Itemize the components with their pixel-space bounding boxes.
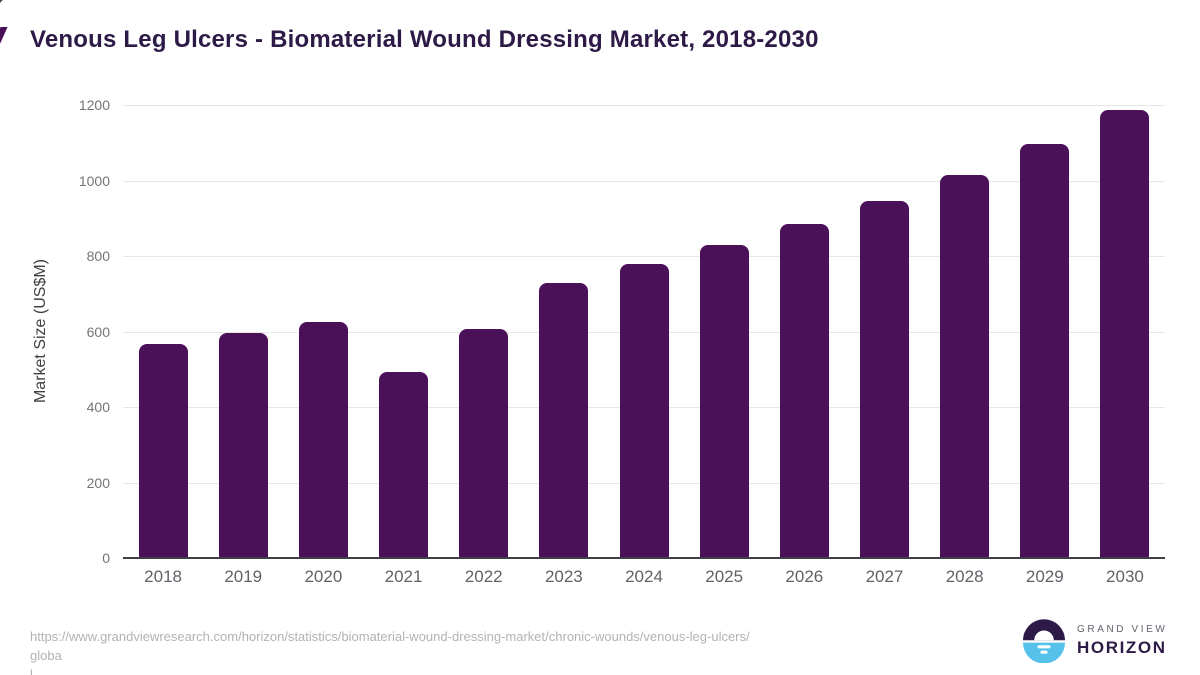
bar-slot bbox=[524, 105, 604, 558]
bar-2022 bbox=[459, 328, 509, 558]
logo-product-name: HORIZON bbox=[1077, 638, 1167, 657]
horizon-logo-icon bbox=[1023, 619, 1065, 663]
x-tick-label: 2025 bbox=[705, 567, 744, 586]
bar-slot bbox=[283, 105, 363, 558]
bar-2021 bbox=[379, 371, 429, 558]
screenshot-corner-artifact bbox=[0, 0, 9, 9]
y-tick-label: 400 bbox=[86, 399, 110, 415]
bar-2027 bbox=[859, 200, 909, 558]
source-url-line: https://www.grandviewresearch.com/horizo… bbox=[30, 629, 750, 663]
x-tick-label: 2030 bbox=[1106, 567, 1144, 586]
bar-2018 bbox=[138, 343, 188, 558]
bar-2028 bbox=[940, 174, 990, 558]
bar-slot bbox=[363, 105, 443, 558]
bar-slot bbox=[684, 105, 764, 558]
bar-slot bbox=[444, 105, 524, 558]
bar-2029 bbox=[1020, 144, 1070, 558]
x-tick-label: 2027 bbox=[865, 567, 904, 586]
bar-slot bbox=[123, 105, 203, 558]
bar-slot bbox=[604, 105, 684, 558]
y-tick-label: 200 bbox=[86, 474, 110, 491]
x-tick-label: 2018 bbox=[144, 567, 182, 586]
bar-2024 bbox=[619, 264, 669, 558]
x-axis-line bbox=[123, 557, 1165, 559]
bar-2019 bbox=[218, 333, 268, 558]
bar-2023 bbox=[539, 282, 589, 558]
gridline bbox=[123, 105, 1165, 106]
bar-slot bbox=[764, 105, 844, 558]
bar-slot bbox=[1085, 105, 1165, 558]
x-tick-label: 2020 bbox=[304, 567, 343, 586]
x-tick-labels: 2018 2019 2020 2021 2022 2023 2024 2025 2026 2027… bbox=[123, 567, 1165, 587]
y-tick-label: 1200 bbox=[78, 97, 110, 113]
bar-2030 bbox=[1100, 110, 1150, 558]
y-tick-label: 0 bbox=[102, 550, 110, 566]
x-tick-label: 2022 bbox=[464, 567, 503, 586]
screenshot-edge-artifact bbox=[0, 27, 8, 43]
bar-2020 bbox=[298, 322, 348, 558]
y-tick-label: 800 bbox=[86, 248, 110, 264]
bar-slot bbox=[1005, 105, 1085, 558]
source-url: https://www.grandviewresearch.com/horizo… bbox=[30, 627, 750, 675]
bar-slot bbox=[925, 105, 1005, 558]
page-title: Venous Leg Ulcers - Biomaterial Wound Dr… bbox=[30, 26, 819, 53]
x-tick-label: 2029 bbox=[1025, 567, 1064, 586]
y-tick-label: 600 bbox=[86, 323, 110, 340]
bar-2026 bbox=[779, 224, 829, 558]
gridline bbox=[123, 256, 1165, 257]
brand-logo: GRAND VIEW HORIZON bbox=[1022, 619, 1167, 663]
x-tick-label: 2023 bbox=[544, 567, 583, 586]
x-tick-label: 2021 bbox=[384, 567, 423, 586]
bar-series bbox=[123, 105, 1165, 558]
plot-area: 0 200 400 600 800 1000 1200 2018 2019 2020 2021 20… bbox=[79, 97, 1165, 586]
bar-slot bbox=[203, 105, 283, 558]
logo-brand-name: GRAND VIEW bbox=[1077, 624, 1168, 635]
y-tick-label: 1000 bbox=[78, 172, 110, 189]
bar-slot bbox=[844, 105, 924, 558]
source-url-line: l bbox=[30, 667, 33, 675]
bar-2025 bbox=[699, 245, 749, 558]
x-tick-label: 2028 bbox=[945, 567, 984, 586]
gridline bbox=[123, 180, 1165, 182]
x-tick-label: 2024 bbox=[625, 567, 663, 586]
x-tick-label: 2019 bbox=[224, 567, 263, 586]
x-tick-label: 2026 bbox=[785, 567, 824, 586]
